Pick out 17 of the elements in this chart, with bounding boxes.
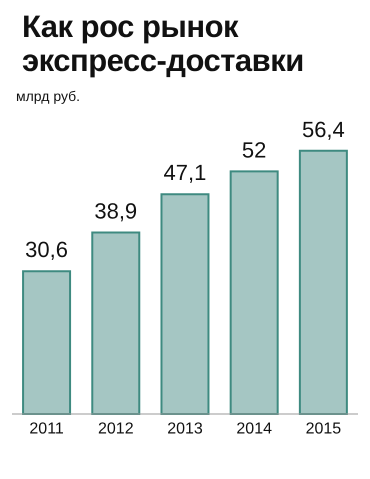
y-axis-title: млрд руб. <box>15 87 82 104</box>
x-tick-label: 2011 <box>29 420 64 438</box>
chart-title: Как рос рынок экспресс-доставки <box>21 8 305 78</box>
data-label: 38,9 <box>94 198 138 224</box>
x-tick-label: 2012 <box>98 420 134 438</box>
bar <box>160 193 210 415</box>
data-label: 30,6 <box>25 237 68 262</box>
data-label: 52 <box>242 137 266 162</box>
bar <box>298 150 348 415</box>
x-tick-label: 2014 <box>236 420 272 438</box>
x-tick-label: 2015 <box>306 420 342 438</box>
x-tick-label: 2013 <box>167 420 203 438</box>
data-label: 56,4 <box>302 116 345 142</box>
bar <box>230 170 279 415</box>
data-label: 47,1 <box>164 160 206 186</box>
bar <box>91 231 140 415</box>
bar <box>22 270 72 415</box>
